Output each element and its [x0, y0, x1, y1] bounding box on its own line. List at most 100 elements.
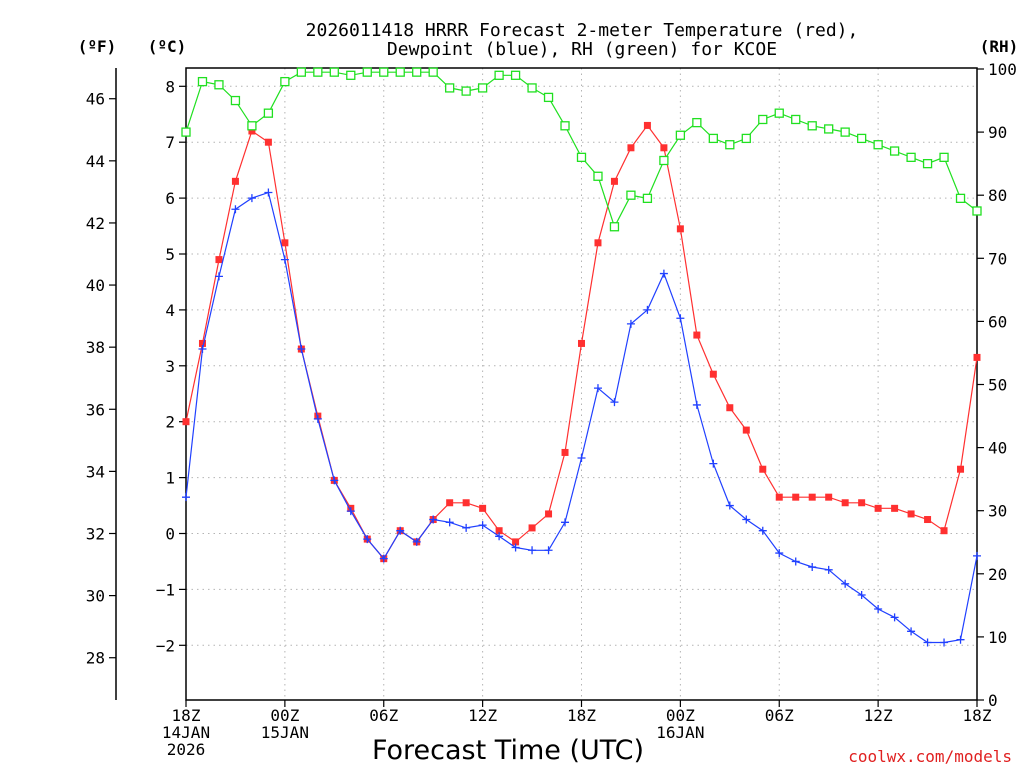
dewpoint-point — [923, 638, 932, 647]
credit-link[interactable]: coolwx.com/models — [848, 747, 1012, 766]
rh-tick-label: 60 — [988, 312, 1007, 331]
temperature-point — [825, 493, 833, 501]
temperature-point — [479, 504, 487, 512]
dewpoint-point — [593, 384, 602, 393]
rh-point — [296, 67, 307, 77]
temperature-point — [182, 418, 190, 426]
celsius-tick-label: 3 — [165, 357, 175, 376]
dewpoint-point — [725, 501, 734, 510]
dewpoint-point — [907, 627, 916, 636]
chart-title-line1: 2026011418 HRRR Forecast 2-meter Tempera… — [306, 20, 859, 41]
dewpoint-point — [857, 590, 866, 599]
dewpoint-point — [297, 345, 306, 354]
rh-tick-label: 10 — [988, 628, 1007, 647]
fahrenheit-tick-label: 36 — [86, 400, 105, 419]
rh-point — [856, 133, 867, 144]
rh-point — [527, 83, 537, 93]
dewpoint-point — [610, 398, 619, 407]
dewpoint-point — [692, 400, 701, 409]
x-axis-label: Forecast Time (UTC) — [372, 735, 644, 766]
dewpoint-point — [577, 454, 586, 463]
dewpoint-point — [709, 459, 718, 468]
rh-point — [922, 158, 933, 169]
celsius-tick-label: 6 — [165, 189, 175, 208]
temperature-point — [841, 499, 849, 507]
dewpoint-point — [346, 507, 355, 516]
rh-point — [576, 152, 587, 162]
rh-point — [840, 127, 850, 137]
celsius-tick-label: 1 — [165, 469, 175, 488]
temperature-point — [545, 510, 553, 518]
rh-point — [955, 193, 966, 204]
dewpoint-point — [758, 526, 767, 535]
temperature-point — [808, 493, 816, 501]
dewpoint-point — [841, 579, 850, 588]
temperature-point — [660, 144, 668, 152]
rh-point — [247, 121, 257, 131]
dewpoint-point — [396, 526, 405, 535]
celsius-tick-label: 7 — [165, 133, 175, 152]
celsius-tick-label: −1 — [156, 580, 175, 599]
dewpoint-point — [791, 557, 800, 566]
rh-series-line — [185, 71, 978, 229]
temperature-point — [215, 256, 223, 264]
rh-tick-label: 70 — [988, 249, 1007, 268]
rh-point — [230, 95, 241, 106]
temperature-point — [957, 465, 965, 473]
x-tick-label: 00Z — [270, 706, 299, 725]
temperature-point — [874, 504, 882, 512]
x-tick-label: 16JAN — [656, 723, 704, 742]
dewpoint-point — [973, 551, 981, 560]
rh-point — [609, 222, 620, 232]
fahrenheit-tick-label: 38 — [86, 338, 105, 357]
temperature-point — [627, 144, 635, 152]
temperature-point — [495, 527, 503, 535]
rh-point — [197, 76, 208, 87]
dewpoint-point — [379, 554, 388, 563]
x-tick-label: 12Z — [864, 706, 893, 725]
rh-point — [313, 67, 323, 77]
rh-point — [543, 92, 554, 103]
rh-tick-label: 90 — [988, 123, 1007, 142]
rh-point — [560, 121, 570, 131]
dewpoint-point — [643, 305, 652, 314]
dewpoint-point — [495, 532, 504, 541]
dewpoint-point — [231, 205, 240, 214]
rh-point — [362, 67, 372, 77]
dewpoint-point — [940, 638, 949, 647]
x-tick-label: 00Z — [666, 706, 695, 725]
rh-point — [280, 76, 290, 87]
dewpoint-point — [775, 549, 784, 558]
temperature-point — [775, 493, 783, 501]
dewpoint-point — [824, 565, 833, 574]
gridlines — [186, 68, 977, 700]
chart-title-line2: Dewpoint (blue), RH (green) for KCOE — [387, 39, 777, 60]
dewpoint-point — [659, 269, 668, 278]
rh-point — [659, 155, 669, 166]
rh-tick-label: 100 — [988, 60, 1017, 79]
dewpoint-point — [528, 546, 537, 555]
rh-point — [263, 108, 274, 118]
temperature-point — [462, 499, 470, 507]
rh-point — [708, 133, 718, 144]
rh-tick-label: 50 — [988, 376, 1007, 395]
temperature-point — [446, 499, 454, 507]
rh-point — [873, 140, 883, 150]
fahrenheit-tick-label: 30 — [86, 587, 105, 606]
temperature-point — [512, 538, 520, 546]
temperature-point — [528, 524, 536, 532]
dewpoint-point — [676, 314, 685, 323]
fahrenheit-tick-label: 46 — [86, 90, 105, 109]
dewpoint-point — [956, 635, 965, 644]
temperature-point — [907, 510, 915, 518]
temperature-point — [198, 339, 206, 347]
x-tick-label: 2026 — [167, 740, 206, 759]
dewpoint-point — [264, 188, 273, 197]
dewpoint-point — [462, 523, 471, 532]
celsius-tick-label: 2 — [165, 413, 175, 432]
rh-point — [807, 121, 817, 131]
rh-point — [939, 152, 949, 162]
fahrenheit-axis-unit: (ºF) — [78, 37, 117, 56]
rh-tick-label: 40 — [988, 439, 1007, 458]
